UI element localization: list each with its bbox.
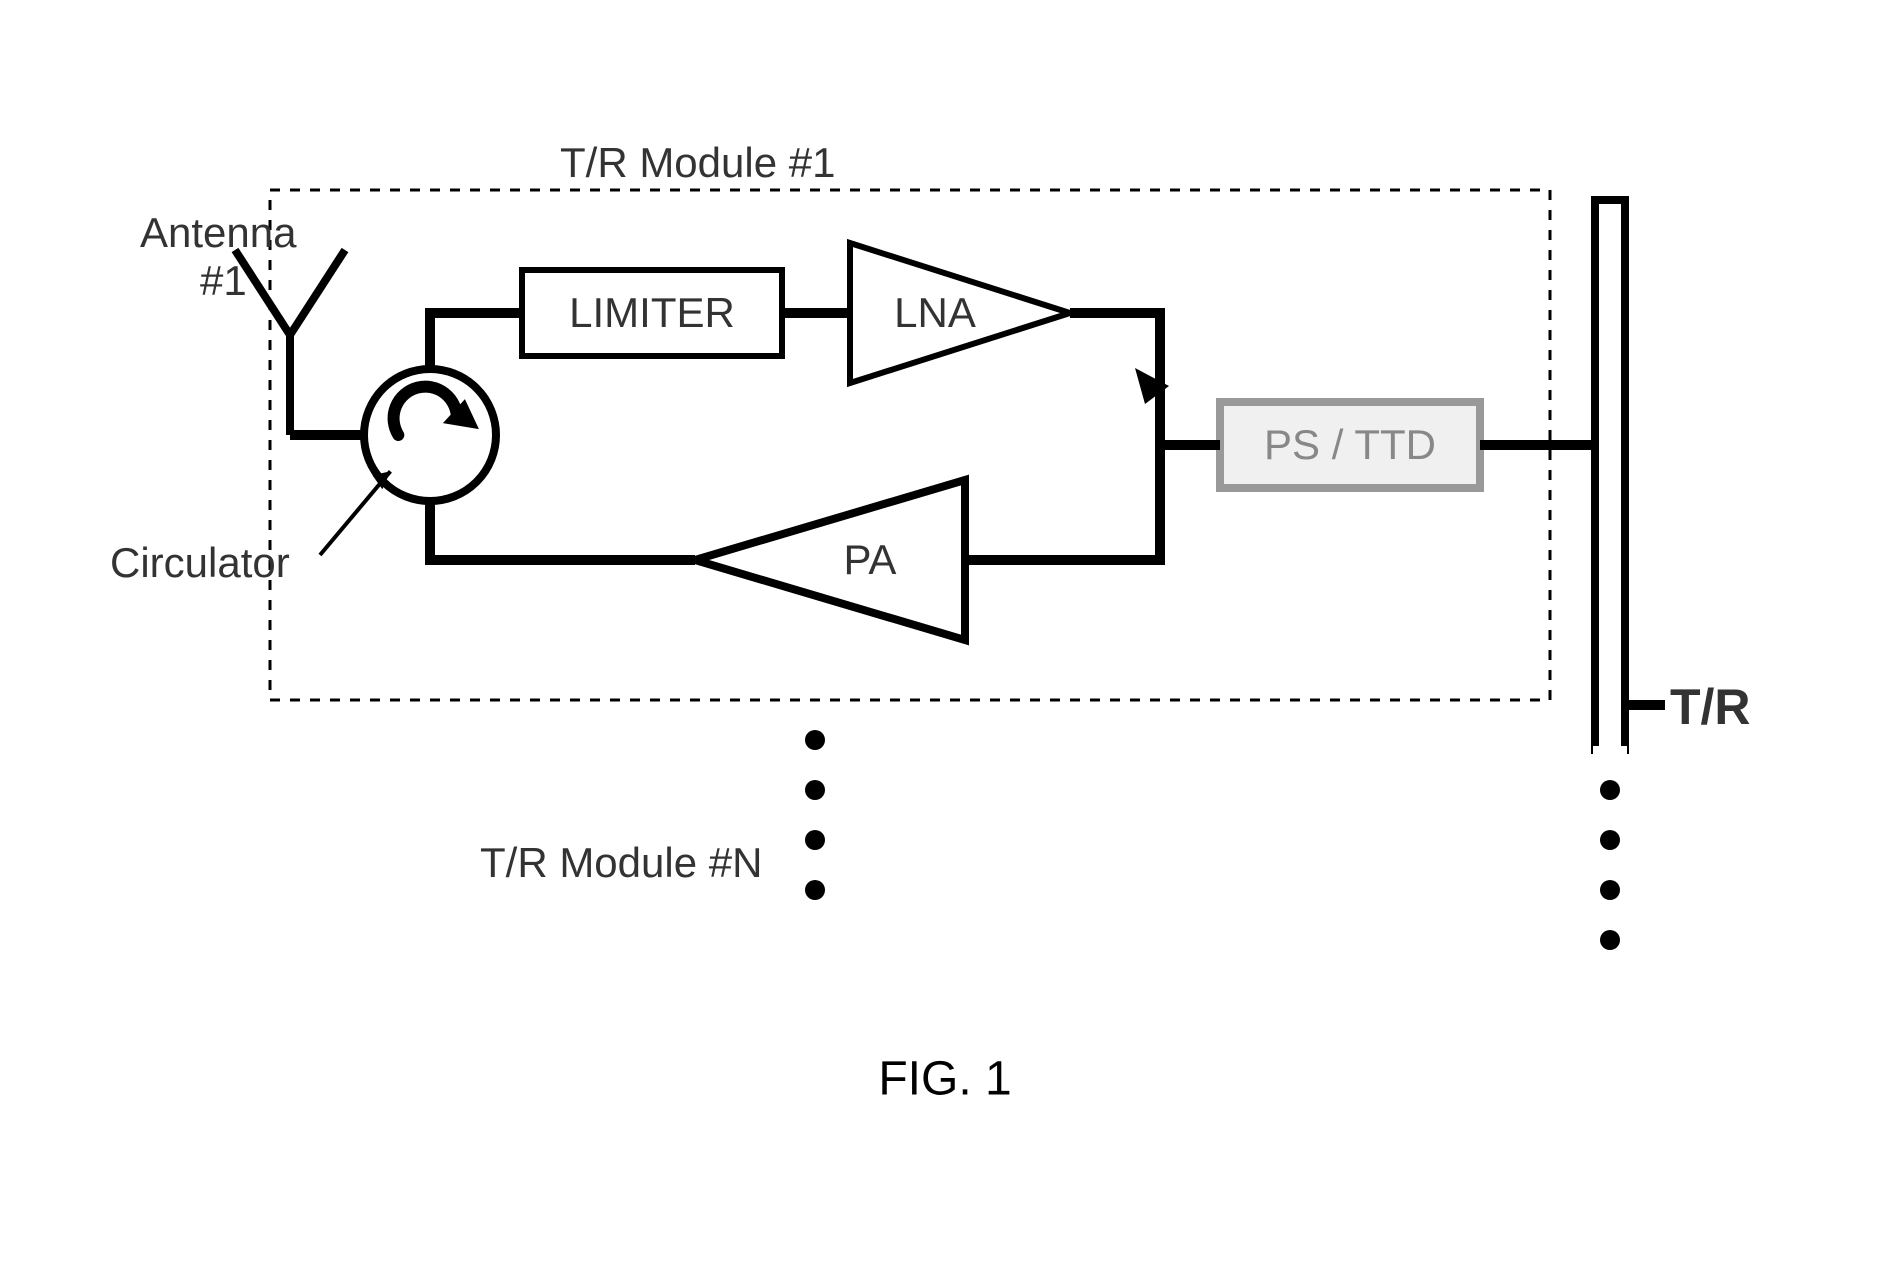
pa-label: PA xyxy=(844,537,897,583)
antenna-label-line2: #1 xyxy=(200,258,247,304)
antenna-arm-right xyxy=(290,250,345,335)
ellipsis-dot-right-2 xyxy=(1600,880,1620,900)
wire-circ-to-limiter xyxy=(430,313,522,369)
pa-block xyxy=(695,480,965,640)
lna-label: LNA xyxy=(894,290,976,336)
limiter-label: LIMITER xyxy=(569,290,735,336)
wire-node-to-pa xyxy=(965,445,1160,560)
ellipsis-dot-left-0 xyxy=(805,730,825,750)
ellipsis-dot-left-1 xyxy=(805,780,825,800)
module-n-label: T/R Module #N xyxy=(480,840,762,886)
tr-label: T/R xyxy=(1670,680,1751,735)
ellipsis-dot-right-1 xyxy=(1600,830,1620,850)
circulator-label: Circulator xyxy=(110,540,290,586)
wire-pa-to-circ xyxy=(430,501,695,560)
bus-open-bottom xyxy=(1593,746,1627,758)
module-title: T/R Module #1 xyxy=(560,140,835,186)
psttd-label: PS / TTD xyxy=(1264,422,1436,468)
bus-bar xyxy=(1595,200,1625,750)
antenna-label-line1: Antenna xyxy=(140,210,296,256)
ellipsis-dot-left-3 xyxy=(805,880,825,900)
diagram-stage: T/R Module #1 Antenna #1 Circulator T/R … xyxy=(0,0,1891,1276)
ellipsis-dot-right-0 xyxy=(1600,780,1620,800)
figure-caption: FIG. 1 xyxy=(878,1054,1011,1107)
ellipsis-dot-right-3 xyxy=(1600,930,1620,950)
ellipsis-dot-left-2 xyxy=(805,830,825,850)
